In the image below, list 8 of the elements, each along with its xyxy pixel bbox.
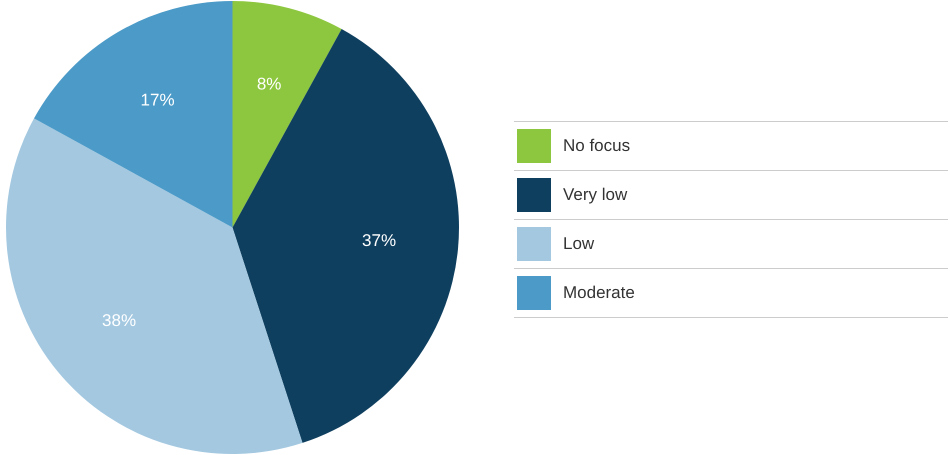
data-label: 38% (102, 311, 136, 330)
data-label: 8% (256, 74, 282, 94)
legend-label: Low (563, 234, 594, 254)
legend-label: Very low (563, 185, 628, 205)
legend-label: No focus (563, 136, 630, 156)
legend-label: Moderate (563, 283, 635, 303)
data-label: 17% (140, 90, 175, 110)
data-label: 37% (362, 231, 396, 250)
